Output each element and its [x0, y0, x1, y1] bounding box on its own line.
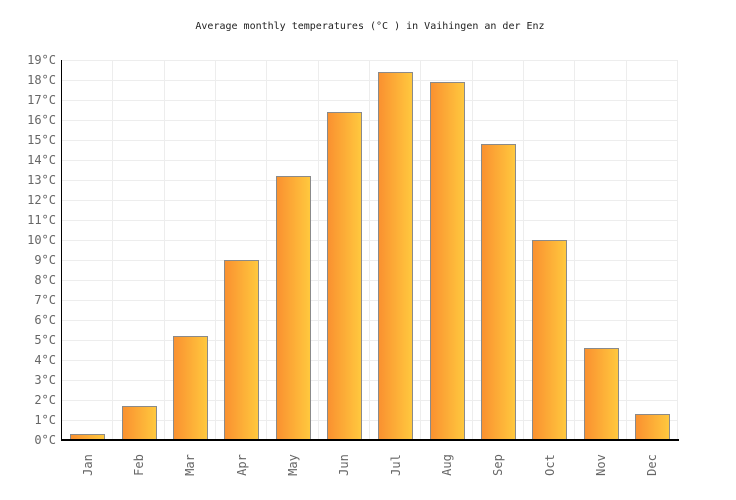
bar-mar — [172, 336, 208, 440]
gridline-vertical — [266, 60, 268, 440]
bar-sep — [480, 144, 516, 440]
y-axis-tick-label: 6°C — [34, 313, 56, 327]
x-axis-tick-label: Sep — [491, 454, 506, 476]
gridline-vertical — [574, 60, 576, 440]
gridline-horizontal — [62, 400, 678, 401]
y-axis-tick-label: 8°C — [34, 273, 56, 287]
bar-aug — [429, 82, 465, 440]
gridline-vertical — [163, 60, 165, 440]
gridline-horizontal — [62, 120, 678, 121]
gridline-vertical — [369, 60, 370, 440]
gridline-horizontal — [62, 340, 678, 341]
y-axis-tick-label: 12°C — [27, 193, 56, 207]
gridline-horizontal — [62, 60, 678, 61]
x-axis-tick-label: Dec — [645, 454, 660, 476]
gridline-vertical — [215, 60, 216, 440]
gridline-horizontal — [62, 100, 678, 101]
gridline-horizontal — [62, 140, 678, 141]
y-axis-tick-label: 11°C — [27, 213, 56, 227]
bar-apr — [224, 260, 260, 440]
gridline-vertical — [523, 60, 524, 440]
gridline-horizontal — [62, 240, 678, 241]
y-axis-tick-label: 18°C — [27, 73, 56, 87]
y-axis-tick-label: 15°C — [27, 133, 56, 147]
gridline-vertical — [625, 60, 627, 440]
y-axis-tick-label: 9°C — [34, 253, 56, 267]
gridline-horizontal — [62, 320, 678, 321]
gridline-horizontal — [62, 220, 678, 221]
x-axis-tick-label: Jul — [388, 454, 403, 476]
y-axis-tick-label: 17°C — [27, 93, 56, 107]
x-axis-tick-label: Oct — [542, 454, 557, 476]
bar-jun — [326, 112, 362, 440]
y-axis-tick-label: 5°C — [34, 333, 56, 347]
x-axis-tick-label: Feb — [132, 454, 146, 476]
y-axis-tick-label: 0°C — [34, 433, 56, 447]
x-axis-tick-label: Apr — [234, 454, 249, 476]
x-axis-tick-label: Nov — [594, 454, 608, 476]
gridline-horizontal — [62, 260, 678, 261]
x-axis-tick-label: Mar — [183, 454, 198, 476]
y-axis-tick-label: 3°C — [34, 373, 56, 387]
y-axis-tick-label: 16°C — [27, 113, 56, 127]
y-axis-line — [61, 60, 62, 440]
bar-nov — [583, 348, 619, 440]
x-axis-tick-label: May — [286, 454, 300, 476]
gridline-horizontal — [62, 360, 678, 361]
y-axis-tick-label: 14°C — [27, 153, 56, 167]
y-axis-tick-label: 19°C — [27, 53, 56, 67]
y-axis-tick-label: 4°C — [34, 353, 56, 367]
gridline-vertical — [317, 60, 319, 440]
x-axis-tick-label: Jan — [80, 454, 95, 476]
gridline-vertical — [677, 60, 678, 440]
gridline-horizontal — [62, 200, 678, 201]
gridline-horizontal — [62, 300, 678, 301]
x-axis-tick-label: Jun — [337, 454, 352, 476]
bar-jul — [378, 72, 414, 440]
y-axis-tick-label: 1°C — [34, 413, 56, 427]
gridline-vertical — [471, 60, 473, 440]
gridline-horizontal — [62, 180, 678, 181]
bar-may — [275, 176, 311, 440]
x-axis-tick-label: Aug — [440, 454, 454, 476]
chart-title: Average monthly temperatures (°C ) in Va… — [195, 21, 545, 32]
y-axis-tick-label: 2°C — [34, 393, 56, 407]
bar-oct — [532, 240, 568, 440]
gridline-horizontal — [62, 80, 678, 81]
y-axis-tick-label: 10°C — [27, 233, 56, 247]
gridline-horizontal — [62, 420, 678, 421]
bar-feb — [121, 406, 157, 440]
x-axis-line — [61, 439, 679, 441]
gridline-horizontal — [62, 380, 678, 381]
gridline-vertical — [112, 60, 114, 440]
y-axis-tick-label: 7°C — [34, 293, 56, 307]
gridline-horizontal — [62, 160, 678, 161]
gridline-vertical — [420, 60, 422, 440]
bar-dec — [634, 414, 670, 440]
gridline-horizontal — [62, 280, 678, 281]
y-axis-tick-label: 13°C — [27, 173, 56, 187]
